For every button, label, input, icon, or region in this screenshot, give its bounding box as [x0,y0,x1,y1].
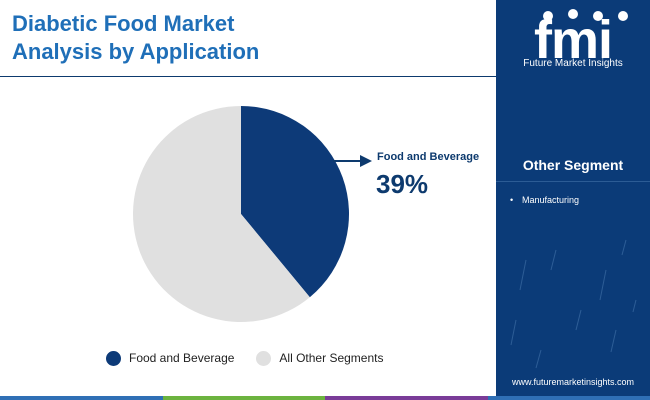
bottom-bar-segment [162,396,325,400]
bottom-bar-segment [0,396,163,400]
logo-icon-dot [568,9,578,19]
decorative-streaks [510,239,637,369]
other-segment-rule [496,181,650,182]
brand-panel: fmi Future Market Insights Other Segment… [496,0,650,400]
callout-value: 39% [376,169,429,199]
other-segment-title: Other Segment [522,157,624,173]
other-segment-item-label: Manufacturing [522,195,580,205]
fmi-logo: fmi [534,9,628,70]
logo-icon-dot [618,11,628,21]
website-link[interactable]: www.futuremarketinsights.com [511,377,635,387]
chart-title-line-2: Analysis by Application [12,39,260,64]
legend-swatch [256,350,272,366]
bullet-icon: • [510,195,514,205]
title-divider [0,76,496,77]
callout-label: Food and Beverage [377,151,480,163]
callout-arrow-head-icon [360,155,372,167]
bottom-bar-segment [487,396,650,400]
legend-label: All Other Segments [279,351,384,365]
logo-icon-dot [593,11,603,21]
pie-slice-food-and-beverage [241,106,349,298]
legend-item-all-other-segments: All Other Segments [256,350,384,366]
legend-swatch [106,350,121,366]
logo-icon-dot [543,11,553,21]
other-segment-list: • Manufacturing [510,193,579,207]
other-segment-item: • Manufacturing [510,193,579,207]
bottom-bar-segment [325,396,488,400]
bottom-color-bar [0,396,650,400]
legend-item-food-and-beverage: Food and Beverage [106,350,235,366]
brand-name: Future Market Insights [523,58,623,69]
pie-chart [132,106,372,322]
chart-title: Diabetic Food Market Analysis by Applica… [12,10,452,66]
chart-title-line-1: Diabetic Food Market [12,11,235,36]
chart-legend: Food and Beverage All Other Segments [106,348,405,368]
pie-slice-all-other-segments [132,106,310,322]
legend-label: Food and Beverage [129,351,235,365]
